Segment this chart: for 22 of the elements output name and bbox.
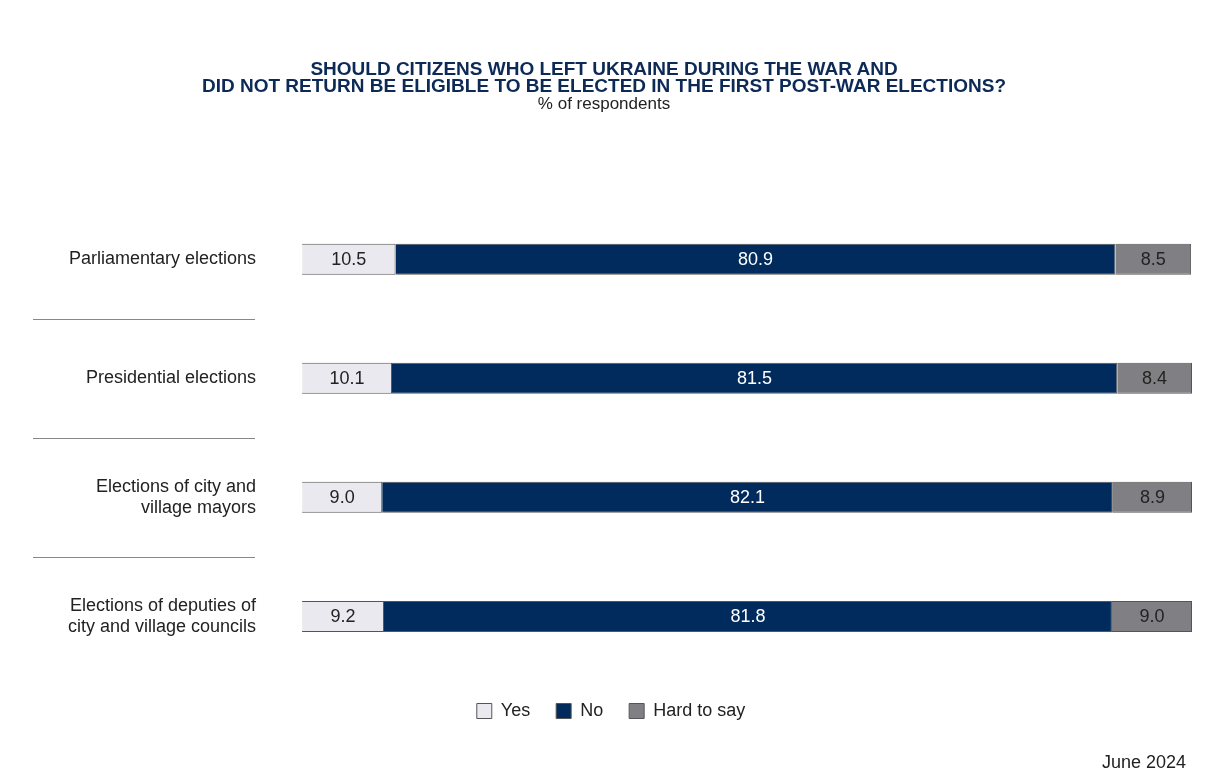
data-label: 10.5 [331,249,367,270]
data-label: 8.5 [1140,249,1166,270]
data-label: 9.0 [329,487,355,508]
data-label: 81.8 [730,606,766,627]
y-tick-label: Parliamentary elections [69,248,257,269]
legend-label: Yes [500,699,531,720]
y-tick-label: Elections of city and village mayors [96,475,257,518]
data-label: 82.1 [729,487,766,508]
data-label: 9.2 [330,606,356,627]
data-label: 8.4 [1142,368,1168,389]
data-label: 80.9 [737,249,774,270]
y-tick-label: Presidential elections [85,367,257,388]
chart-title: SHOULD CITIZENS WHO LEFT UKRAINE DURING THE WAR AND DID NOT RETURN BE ELIGIBLE TO BE ELECTED IN THE FIRST POST-WAR ELECTIONS? [201,58,1007,96]
data-label: 8.9 [1139,487,1165,508]
text: June 2024 [1101,752,1186,773]
data-label: 81.5 [737,368,773,389]
data-label: 9.0 [1139,606,1165,627]
legend-label: Hard to say [653,699,746,720]
data-label: 10.1 [329,368,365,389]
y-tick-label: Elections of deputies of city and village councils [67,594,258,637]
legend-label: No [580,699,604,720]
chart-subtitle: % of respondents [536,94,672,114]
